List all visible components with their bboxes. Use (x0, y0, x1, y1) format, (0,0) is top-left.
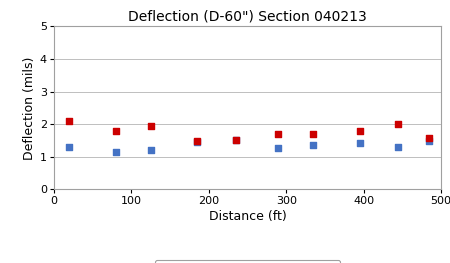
2/8/1994 (356, 141, 363, 145)
12/15/2004 (275, 132, 282, 136)
2/8/1994 (194, 140, 201, 144)
12/15/2004 (426, 136, 433, 140)
2/8/1994 (395, 145, 402, 149)
2/8/1994 (275, 145, 282, 150)
12/15/2004 (232, 138, 239, 142)
2/8/1994 (310, 143, 317, 148)
12/15/2004 (112, 129, 120, 133)
2/8/1994 (426, 139, 433, 143)
2/8/1994 (112, 150, 120, 154)
12/15/2004 (147, 124, 154, 129)
12/15/2004 (395, 122, 402, 126)
2/8/1994 (66, 145, 73, 149)
2/8/1994 (147, 148, 154, 152)
Title: Deflection (D-60") Section 040213: Deflection (D-60") Section 040213 (128, 10, 367, 24)
12/15/2004 (66, 119, 73, 123)
Y-axis label: Deflection (mils): Deflection (mils) (23, 56, 36, 160)
12/15/2004 (194, 139, 201, 144)
X-axis label: Distance (ft): Distance (ft) (209, 210, 286, 224)
12/15/2004 (356, 129, 363, 133)
Legend: 2/8/1994, 12/15/2004: 2/8/1994, 12/15/2004 (155, 260, 340, 263)
2/8/1994 (232, 138, 239, 142)
12/15/2004 (310, 132, 317, 136)
